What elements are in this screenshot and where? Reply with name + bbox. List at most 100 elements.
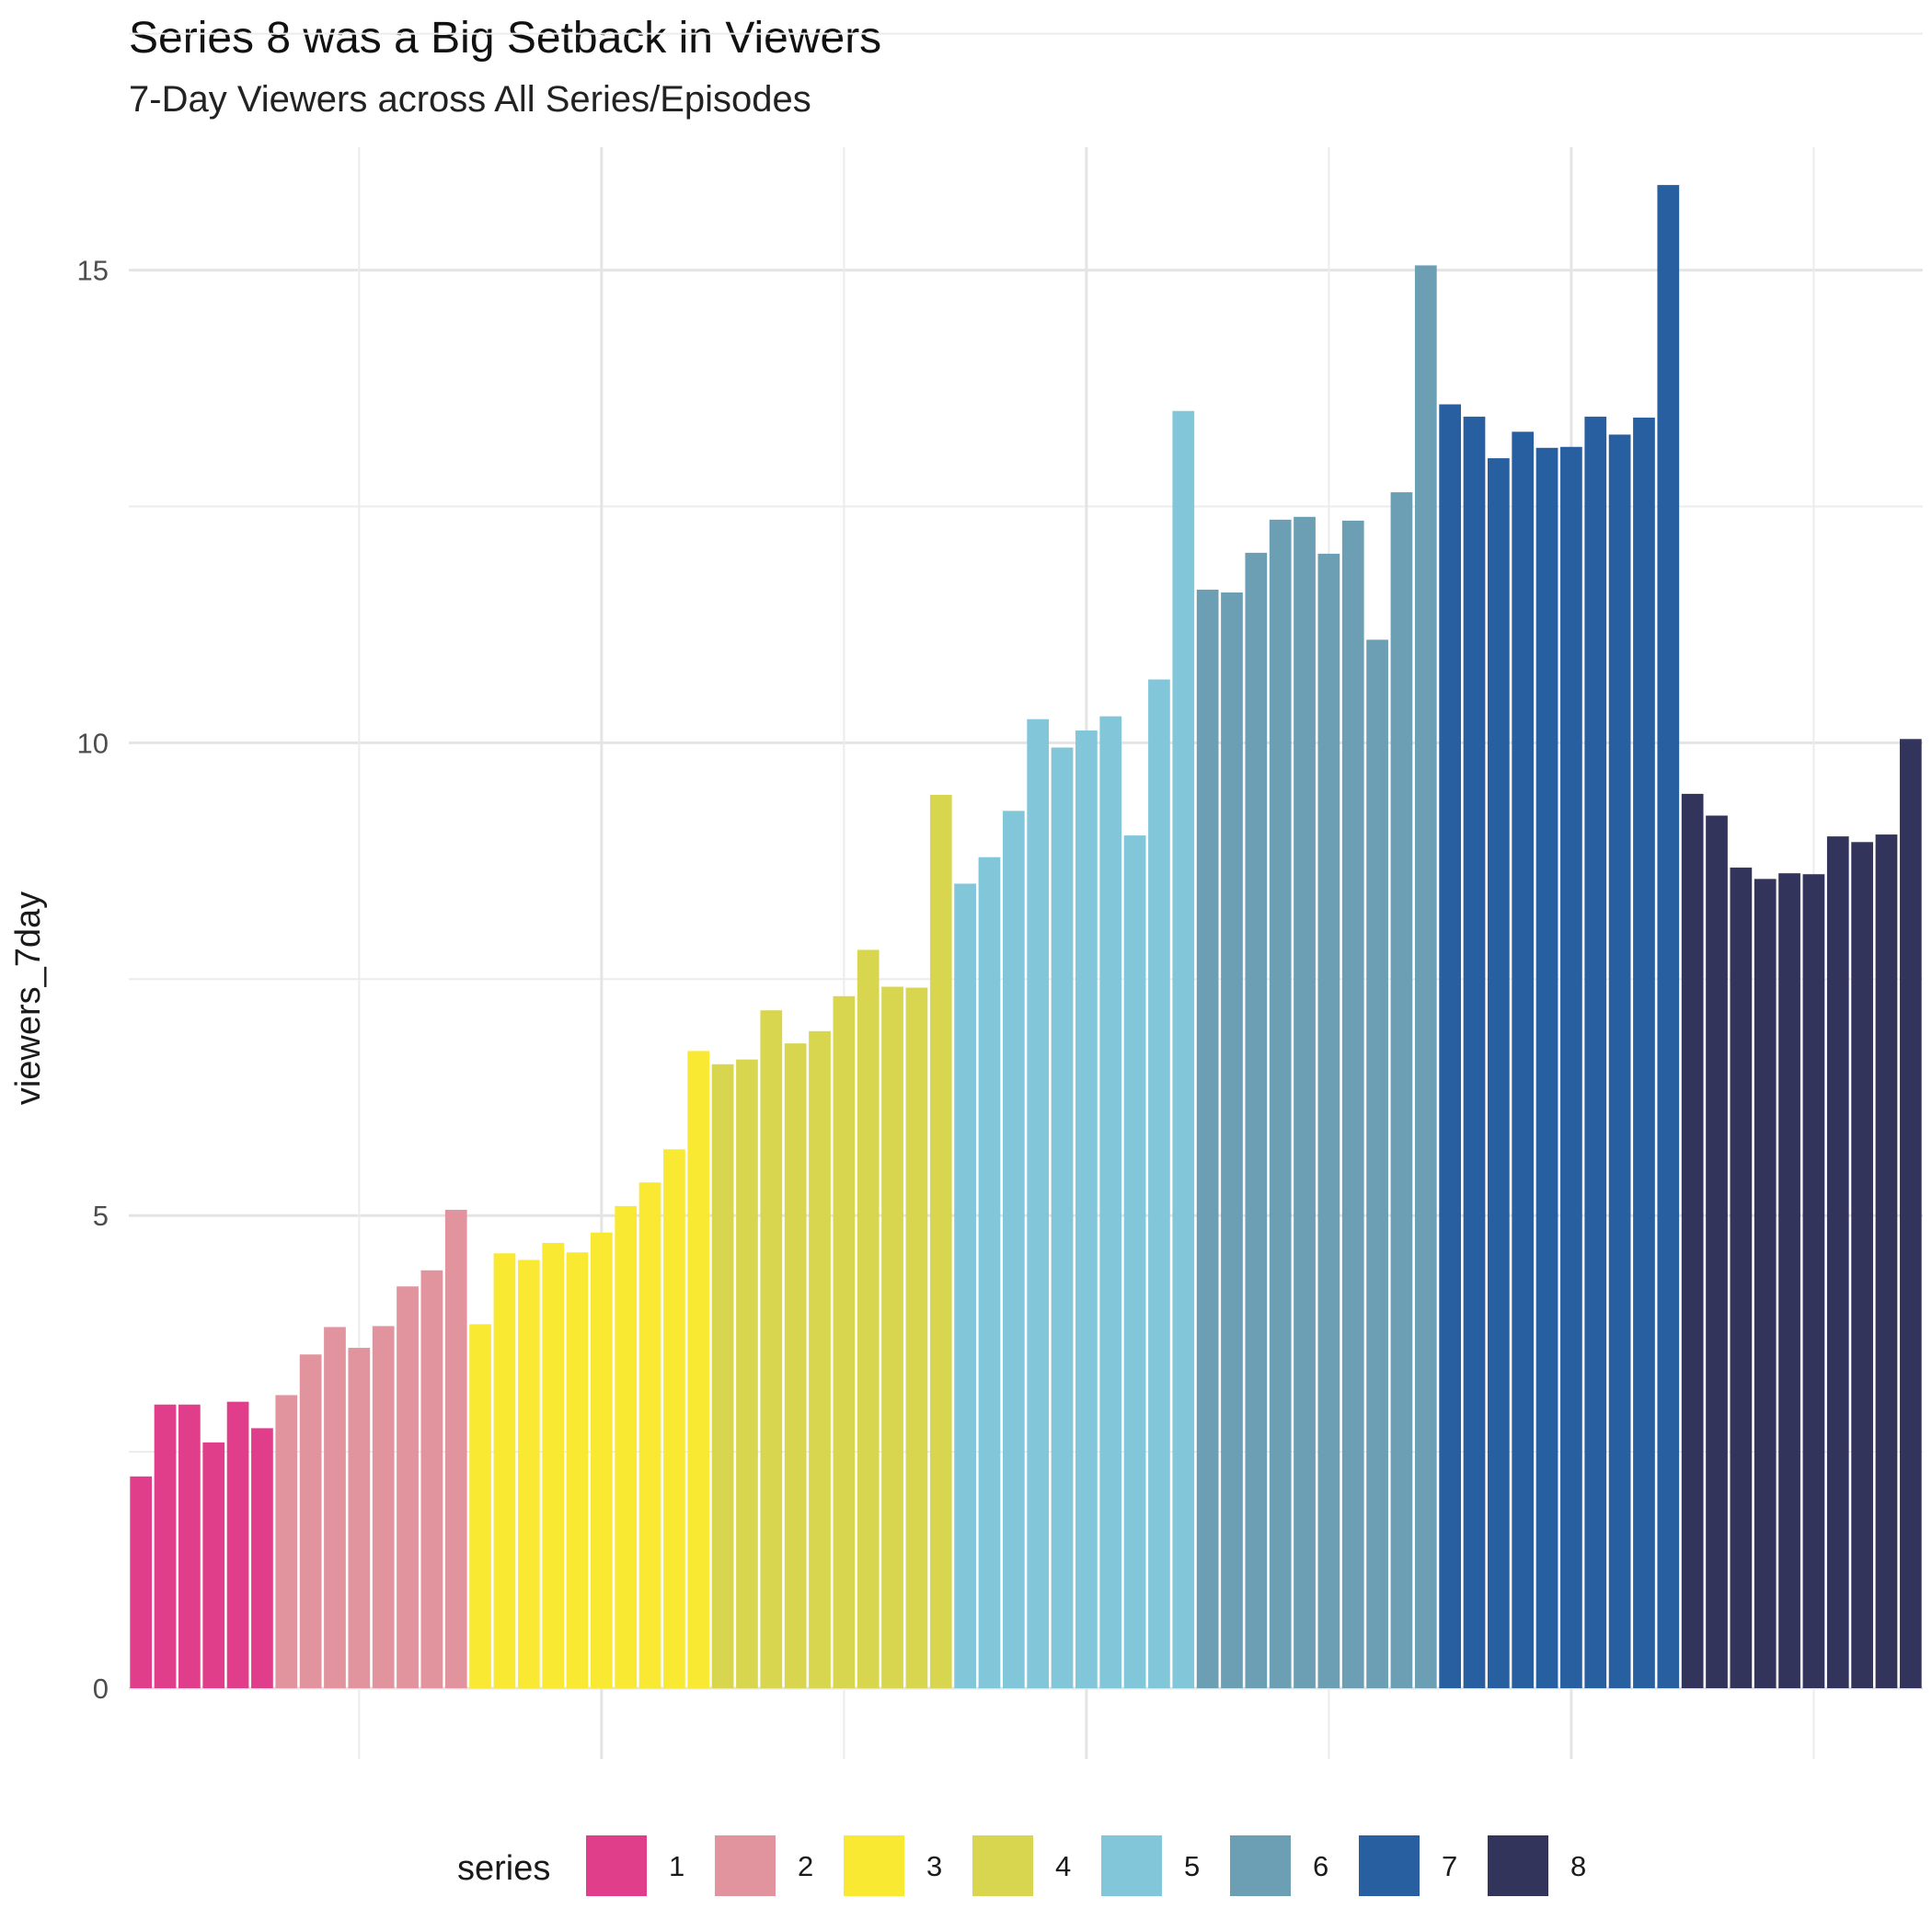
bar-series-6 — [1414, 265, 1437, 1688]
bar-series-8 — [1802, 874, 1825, 1688]
bar-series-5 — [954, 883, 976, 1688]
bar-series-7 — [1463, 416, 1486, 1688]
legend-label-series-8: 8 — [1570, 1850, 1586, 1882]
bar-series-1 — [130, 1476, 153, 1688]
bar-series-8 — [1875, 834, 1898, 1688]
bar-series-5 — [1051, 747, 1074, 1688]
bar-series-6 — [1366, 639, 1388, 1688]
bar-series-3 — [566, 1252, 589, 1688]
bar-series-6 — [1294, 516, 1316, 1689]
y-tick-label: 10 — [77, 727, 109, 759]
bar-series-2 — [397, 1286, 419, 1688]
chart-subtitle: 7-Day Viewers across All Series/Episodes — [129, 79, 811, 120]
y-tick-labels: 0 5 10 15 — [77, 255, 109, 1705]
legend-label-series-2: 2 — [798, 1850, 813, 1882]
legend-key-series-2 — [715, 1835, 776, 1896]
bar-series-6 — [1317, 553, 1340, 1689]
bar-series-4 — [736, 1059, 758, 1688]
bar-series-4 — [881, 986, 903, 1688]
bar-series-5 — [1027, 719, 1050, 1689]
bar-series-1 — [202, 1442, 225, 1688]
bar-series-4 — [929, 794, 952, 1688]
bar-series-3 — [517, 1259, 540, 1688]
bar-series-3 — [687, 1051, 710, 1688]
legend-title: series — [457, 1849, 550, 1888]
bar-series-4 — [784, 1043, 807, 1688]
legend-label-series-5: 5 — [1184, 1850, 1200, 1882]
bar-series-2 — [299, 1354, 322, 1688]
bar-series-7 — [1608, 434, 1631, 1689]
y-tick-label: 15 — [77, 255, 109, 287]
bar-series-7 — [1439, 404, 1462, 1688]
bar-series-2 — [275, 1395, 298, 1688]
legend-label-series-3: 3 — [926, 1850, 942, 1882]
legend-key-series-3 — [844, 1835, 904, 1896]
bar-layer — [130, 185, 1922, 1689]
bar-series-8 — [1754, 879, 1777, 1688]
legend-key-series-6 — [1230, 1835, 1291, 1896]
bar-series-8 — [1730, 868, 1753, 1688]
legend-key-series-8 — [1488, 1835, 1548, 1896]
bar-series-3 — [638, 1182, 661, 1688]
bar-series-3 — [469, 1324, 491, 1688]
bar-series-8 — [1681, 793, 1704, 1688]
bar-series-7 — [1560, 446, 1582, 1689]
bar-series-2 — [420, 1270, 443, 1688]
bar-series-1 — [226, 1401, 249, 1688]
bar-series-7 — [1487, 458, 1510, 1689]
bar-series-8 — [1778, 873, 1800, 1688]
bar-series-4 — [809, 1030, 831, 1688]
bar-series-5 — [978, 857, 1001, 1688]
bar-series-7 — [1633, 417, 1655, 1688]
bar-series-6 — [1390, 492, 1413, 1688]
bar-series-5 — [1099, 716, 1122, 1688]
bar-series-5 — [1075, 730, 1098, 1689]
bar-series-5 — [1002, 811, 1025, 1688]
bar-series-6 — [1341, 520, 1364, 1688]
bar-series-1 — [178, 1404, 201, 1688]
bar-series-4 — [857, 949, 880, 1688]
bar-series-3 — [615, 1205, 638, 1688]
y-tick-label: 0 — [93, 1673, 109, 1705]
bar-series-6 — [1221, 592, 1243, 1688]
bar-series-5 — [1148, 679, 1170, 1688]
bar-series-2 — [348, 1348, 371, 1688]
bar-series-5 — [1123, 835, 1146, 1688]
bar-series-4 — [711, 1064, 734, 1688]
bar-series-4 — [833, 995, 856, 1688]
legend-label-series-1: 1 — [669, 1850, 684, 1882]
legend-label-series-4: 4 — [1055, 1850, 1071, 1882]
bar-series-8 — [1899, 739, 1922, 1688]
bar-series-5 — [1172, 410, 1195, 1689]
bar-series-8 — [1826, 836, 1849, 1688]
bar-series-3 — [663, 1149, 685, 1688]
chart-title: Series 8 was a Big Setback in Viewers — [129, 14, 882, 63]
bar-series-2 — [324, 1327, 346, 1688]
bar-series-2 — [372, 1326, 395, 1688]
legend-key-series-5 — [1101, 1835, 1162, 1896]
bar-series-4 — [905, 987, 928, 1688]
legend-label-series-6: 6 — [1313, 1850, 1328, 1882]
bar-series-1 — [154, 1404, 177, 1688]
bar-series-1 — [251, 1428, 273, 1688]
bar-series-7 — [1657, 185, 1680, 1689]
legend-key-series-1 — [586, 1835, 647, 1896]
bar-series-7 — [1512, 431, 1535, 1688]
bar-series-6 — [1269, 519, 1292, 1688]
legend-key-series-4 — [972, 1835, 1033, 1896]
bar-series-2 — [444, 1210, 467, 1688]
bar-series-6 — [1245, 552, 1268, 1689]
bar-series-8 — [1851, 842, 1873, 1688]
legend: series 1 2 3 4 5 6 7 8 — [457, 1835, 1586, 1896]
bar-series-6 — [1196, 589, 1219, 1689]
bar-series-7 — [1535, 447, 1558, 1688]
bar-series-4 — [760, 1010, 783, 1688]
bar-series-3 — [590, 1232, 613, 1688]
bar-series-8 — [1706, 815, 1728, 1688]
legend-label-series-7: 7 — [1442, 1850, 1457, 1882]
bar-series-3 — [542, 1242, 565, 1688]
y-axis-title: viewers_7day — [9, 891, 48, 1105]
y-tick-label: 5 — [93, 1200, 109, 1232]
bar-series-7 — [1584, 416, 1607, 1688]
